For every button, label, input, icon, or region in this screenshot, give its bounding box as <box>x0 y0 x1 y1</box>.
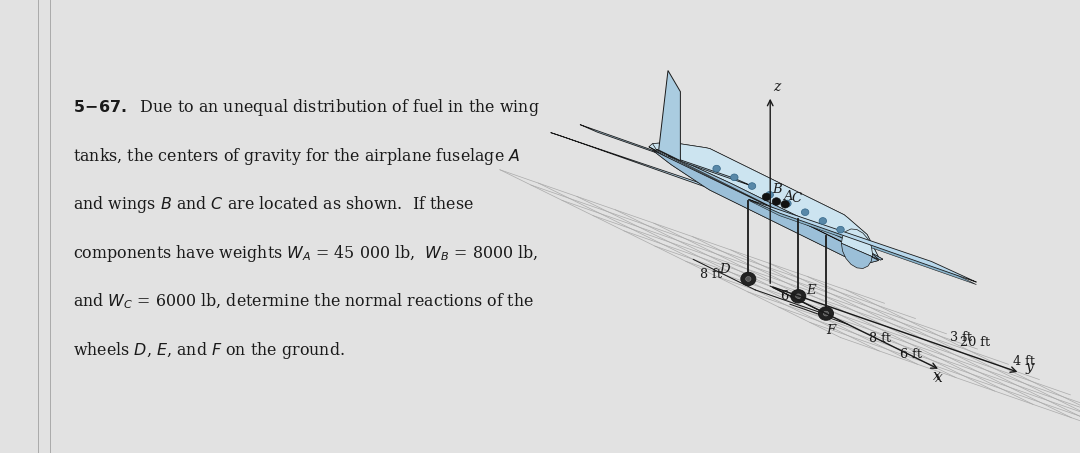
Circle shape <box>766 192 773 198</box>
Text: x: x <box>935 371 943 385</box>
Text: y: y <box>1026 360 1034 374</box>
Text: 6 ft: 6 ft <box>900 347 921 361</box>
Circle shape <box>791 289 806 303</box>
Text: tanks, the centers of gravity for the airplane fuselage $A$: tanks, the centers of gravity for the ai… <box>73 146 521 167</box>
Text: D: D <box>719 263 730 276</box>
Text: and $W_C$ = 6000 lb, determine the normal reactions of the: and $W_C$ = 6000 lb, determine the norma… <box>73 291 535 311</box>
Circle shape <box>819 307 834 320</box>
Circle shape <box>772 198 781 205</box>
Circle shape <box>745 277 751 281</box>
Polygon shape <box>748 199 976 282</box>
Text: z: z <box>773 80 780 94</box>
Circle shape <box>784 200 792 207</box>
Text: wheels $D$, $E$, and $F$ on the ground.: wheels $D$, $E$, and $F$ on the ground. <box>73 340 345 361</box>
Circle shape <box>823 311 828 316</box>
Text: $\mathbf{5\!-\!67.}$  Due to an unequal distribution of fuel in the wing: $\mathbf{5\!-\!67.}$ Due to an unequal d… <box>73 97 540 118</box>
Polygon shape <box>748 200 976 284</box>
Circle shape <box>748 183 756 189</box>
Polygon shape <box>841 243 879 269</box>
Circle shape <box>730 174 738 181</box>
Text: x: x <box>933 369 941 383</box>
Text: B: B <box>772 183 782 196</box>
Text: C: C <box>792 193 801 205</box>
Polygon shape <box>652 149 882 263</box>
Text: and wings $B$ and $C$ are located as shown.  If these: and wings $B$ and $C$ are located as sho… <box>73 194 474 215</box>
Text: A: A <box>783 190 793 202</box>
Circle shape <box>796 294 801 299</box>
Polygon shape <box>649 142 879 259</box>
Circle shape <box>781 201 789 208</box>
Text: 8 ft: 8 ft <box>868 333 891 345</box>
Polygon shape <box>551 133 780 213</box>
Text: 8 ft: 8 ft <box>700 268 721 281</box>
Text: 6 ft: 6 ft <box>781 290 804 303</box>
Circle shape <box>801 209 809 216</box>
Circle shape <box>741 272 756 286</box>
Polygon shape <box>652 142 882 260</box>
Polygon shape <box>669 156 753 186</box>
Polygon shape <box>659 71 680 161</box>
Text: E: E <box>807 284 816 297</box>
Text: F: F <box>826 323 835 337</box>
Text: 3 ft: 3 ft <box>950 331 972 344</box>
Text: 4 ft: 4 ft <box>1013 356 1035 368</box>
Polygon shape <box>841 229 879 260</box>
Polygon shape <box>649 147 879 263</box>
Circle shape <box>762 193 771 201</box>
Circle shape <box>837 226 845 233</box>
Polygon shape <box>580 125 684 162</box>
Text: 20 ft: 20 ft <box>960 336 990 348</box>
Text: components have weights $W_A$ = 45 000 lb,  $W_B$ = 8000 lb,: components have weights $W_A$ = 45 000 l… <box>73 243 538 264</box>
Circle shape <box>819 217 826 224</box>
Circle shape <box>713 165 720 172</box>
